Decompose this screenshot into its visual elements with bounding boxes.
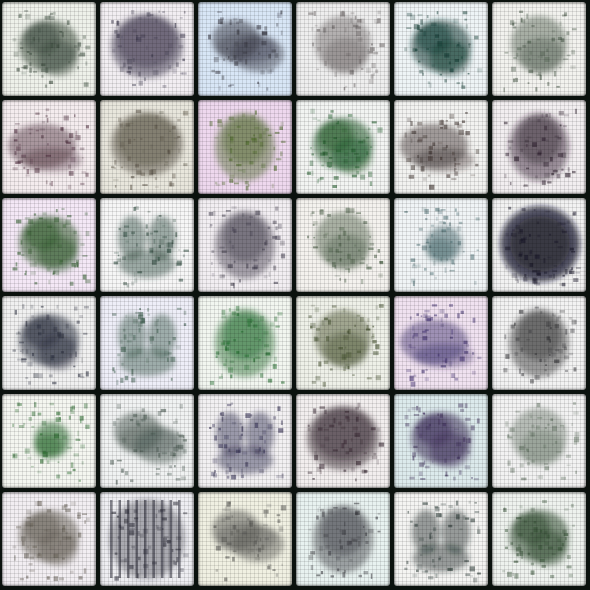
sample-image: [12, 500, 90, 582]
sample-image: [503, 108, 577, 187]
sample-tile: [296, 2, 390, 96]
sample-image: [209, 402, 284, 480]
sample-image: [111, 109, 189, 190]
sample-image: [404, 403, 480, 481]
sample-tile: [100, 198, 194, 292]
sample-image: [404, 500, 481, 583]
sample-image: [404, 207, 480, 287]
sample-image: [208, 206, 286, 289]
sample-image: [502, 500, 575, 579]
sample-image: [503, 10, 577, 93]
sample-tile: [394, 198, 488, 292]
sample-tile: [492, 2, 586, 96]
sample-tile: [2, 2, 96, 96]
sample-image: [209, 110, 286, 191]
sample-image: [503, 306, 577, 384]
sample-image: [109, 499, 189, 581]
sample-tile: [100, 2, 194, 96]
sample-image: [12, 402, 90, 482]
sample-tile: [394, 394, 488, 488]
sample-tile: [296, 296, 390, 390]
sample-image: [400, 304, 482, 387]
sample-image: [12, 304, 89, 385]
sample-image: [110, 403, 187, 485]
sample-image: [306, 108, 383, 188]
sample-tile: [198, 296, 292, 390]
sample-tile: [394, 2, 488, 96]
sample-image: [208, 10, 284, 91]
sample-tile: [2, 394, 96, 488]
sample-tile: [492, 492, 586, 586]
sample-image: [500, 206, 581, 287]
sample-image: [209, 305, 285, 385]
sample-image: [8, 108, 89, 190]
sample-tile: [296, 100, 390, 194]
sample-tile: [198, 100, 292, 194]
sample-tile: [100, 296, 194, 390]
sample-image: [308, 10, 385, 91]
sample-tile: [296, 394, 390, 488]
sample-image: [212, 501, 287, 582]
sample-image: [307, 402, 385, 482]
sample-tile: [2, 100, 96, 194]
sample-tile: [492, 100, 586, 194]
sample-tile: [492, 394, 586, 488]
sample-image: [12, 10, 91, 88]
sample-image: [308, 502, 381, 579]
sample-tile: [198, 198, 292, 292]
sample-image: [111, 10, 187, 88]
sample-image: [112, 307, 187, 386]
sample-tile: [100, 100, 194, 194]
sample-tile: [2, 296, 96, 390]
sample-image: [12, 208, 91, 286]
sample-image: [307, 207, 384, 285]
sample-tile: [100, 394, 194, 488]
sample-tile: [100, 492, 194, 586]
sample-tile: [492, 198, 586, 292]
sample-tile: [198, 394, 292, 488]
sample-tile: [198, 2, 292, 96]
sample-tile: [394, 100, 488, 194]
sample-tile: [198, 492, 292, 586]
sample-image: [404, 11, 483, 89]
sample-image: [113, 206, 189, 288]
sample-tile: [296, 492, 390, 586]
sample-image: [308, 304, 384, 387]
sample-tile: [492, 296, 586, 390]
sample-tile: [296, 198, 390, 292]
sample-tile: [2, 198, 96, 292]
sample-tile: [394, 492, 488, 586]
sample-tile: [2, 492, 96, 586]
sample-image: [505, 402, 580, 481]
sample-tile: [394, 296, 488, 390]
sample-image: [400, 112, 480, 190]
